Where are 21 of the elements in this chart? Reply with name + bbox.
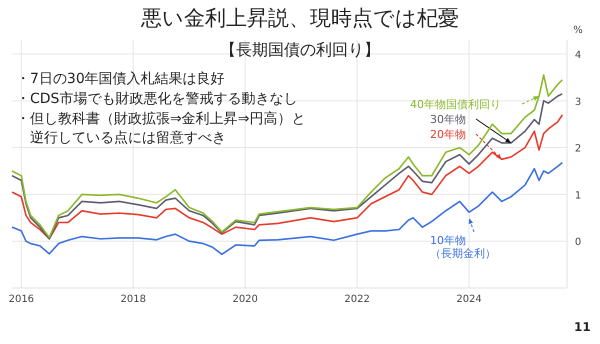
chart-subtitle: 【長期国債の利回り】 xyxy=(220,40,380,59)
chart-title: 悪い金利上昇説、現時点では杞憂 xyxy=(141,6,459,30)
y-tick-label: 3 xyxy=(574,96,582,108)
y-axis-title: % xyxy=(573,25,583,36)
annotation: ・CDS市場でも財政悪化を警戒する動きなし xyxy=(16,90,298,109)
y-tick-label: 0 xyxy=(574,237,582,248)
x-tick-label: 2024 xyxy=(456,294,482,305)
y-tick-label: 2 xyxy=(574,144,582,155)
text: 30年物 xyxy=(430,113,466,126)
text: 11 xyxy=(574,320,591,334)
series-label: 10年物（長期金利） xyxy=(430,234,496,260)
annotation: ・但し教科書（財政拡張⇒金利上昇⇒円高）と逆行している点には留意すべき xyxy=(16,110,306,148)
x-tick-label: 2022 xyxy=(344,294,370,305)
legend-label: 40年物国債利回り xyxy=(410,98,501,111)
x-tick-label: 2018 xyxy=(120,294,146,305)
y-tick-label: 1 xyxy=(574,190,582,202)
annotation: ・7日の30年国債入札結果は良好 xyxy=(16,70,226,89)
text: 20年物 xyxy=(430,128,466,141)
y-tick-label: 4 xyxy=(574,50,582,62)
x-tick-label: 2016 xyxy=(8,294,34,305)
x-tick-label: 2020 xyxy=(232,294,258,305)
